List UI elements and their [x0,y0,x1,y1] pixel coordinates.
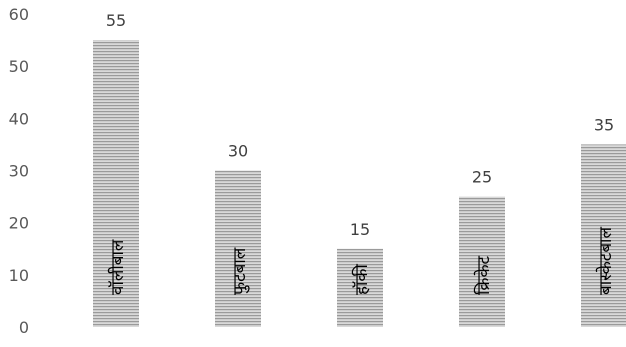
data-label: 55 [106,11,126,30]
y-tick-label: 50 [9,57,29,76]
data-label: 15 [350,220,370,239]
y-axis: 0 10 20 30 40 50 60 [9,5,29,337]
category-label: फुटबाल [230,247,250,295]
value-labels: 55 30 15 25 35 [106,11,614,239]
data-label: 35 [594,115,614,134]
category-label: बास्केटबाल [595,227,616,295]
y-tick-label: 20 [9,214,29,233]
bars [93,40,626,327]
data-label: 25 [472,168,492,187]
bar [337,248,383,327]
category-labels: वॉलीबाल फुटबाल हॉकी क्रिकेट बास्केटबाल [107,227,616,295]
y-tick-label: 40 [9,109,29,128]
y-tick-label: 0 [19,318,29,337]
y-tick-label: 60 [9,5,29,24]
category-label: हॉकी [351,264,372,295]
y-tick-label: 30 [9,162,29,181]
data-label: 30 [228,142,248,161]
bar [581,144,626,327]
category-label: वॉलीबाल [107,239,128,295]
bar [459,196,505,327]
bar [93,40,139,327]
bar [215,170,261,327]
category-label: क्रिकेट [473,255,494,295]
y-tick-label: 10 [9,266,29,285]
